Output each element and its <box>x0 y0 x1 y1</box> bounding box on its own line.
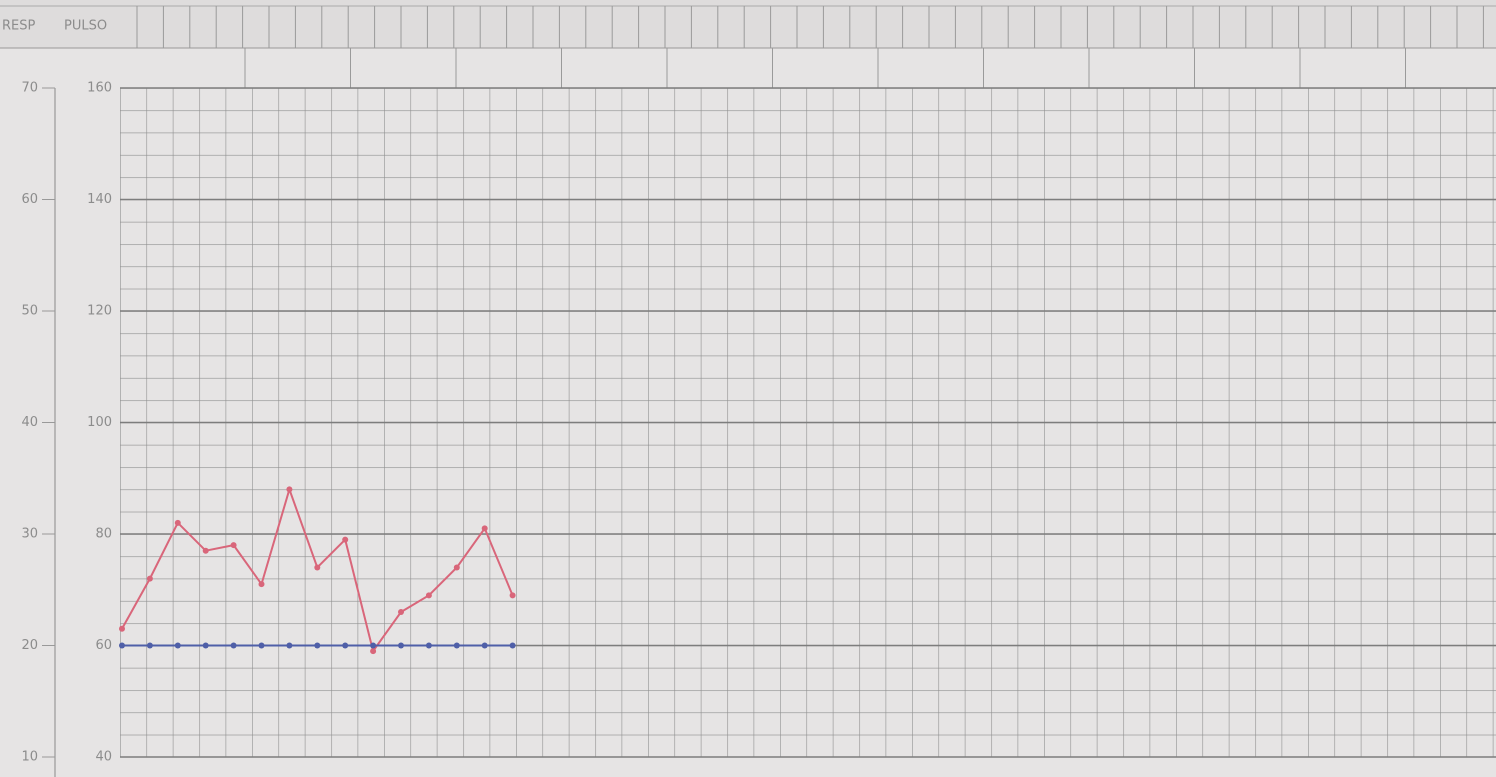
point <box>286 486 292 492</box>
y-tick-label: 60 <box>95 638 112 653</box>
y2-tick-label: 10 <box>21 750 38 765</box>
point <box>342 537 348 543</box>
header-row <box>0 0 1496 48</box>
point <box>203 643 209 649</box>
point <box>175 520 181 526</box>
y-tick-label: 120 <box>87 304 112 319</box>
point <box>398 609 404 615</box>
point <box>314 564 320 570</box>
y-tick-label: 140 <box>87 192 112 207</box>
y-tick-label: 100 <box>87 415 112 430</box>
point <box>454 643 460 649</box>
point <box>510 592 516 598</box>
point <box>119 626 125 632</box>
point <box>231 542 237 548</box>
point <box>482 525 488 531</box>
y-tick-label: 160 <box>87 81 112 96</box>
point <box>286 643 292 649</box>
y-axis-label: PULSO <box>64 19 107 34</box>
point <box>510 643 516 649</box>
point <box>147 576 153 582</box>
point <box>119 643 125 649</box>
y2-tick-label: 50 <box>21 304 38 319</box>
point <box>370 648 376 654</box>
y-tick-label: 40 <box>95 750 112 765</box>
y2-tick-label: 40 <box>21 415 38 430</box>
point <box>203 548 209 554</box>
point <box>426 643 432 649</box>
y2-tick-label: 70 <box>21 81 38 96</box>
point <box>259 581 265 587</box>
point <box>454 564 460 570</box>
point <box>314 643 320 649</box>
point <box>231 643 237 649</box>
chart: RESP PULSO 40 60 80 100 120 140 160 10 20 30 40 50 6… <box>0 0 1496 777</box>
point <box>175 643 181 649</box>
y2-tick-label: 20 <box>21 638 38 653</box>
point <box>259 643 265 649</box>
point <box>426 592 432 598</box>
point <box>147 643 153 649</box>
y2-axis-label: RESP <box>2 19 35 34</box>
y2-tick-label: 60 <box>21 192 38 207</box>
point <box>398 643 404 649</box>
y2-tick-label: 30 <box>21 527 38 542</box>
y-tick-label: 80 <box>95 527 112 542</box>
page: RESP PULSO 40 60 80 100 120 140 160 10 20 30 40 50 6… <box>0 0 1496 777</box>
point <box>482 643 488 649</box>
point <box>370 643 376 649</box>
point <box>342 643 348 649</box>
